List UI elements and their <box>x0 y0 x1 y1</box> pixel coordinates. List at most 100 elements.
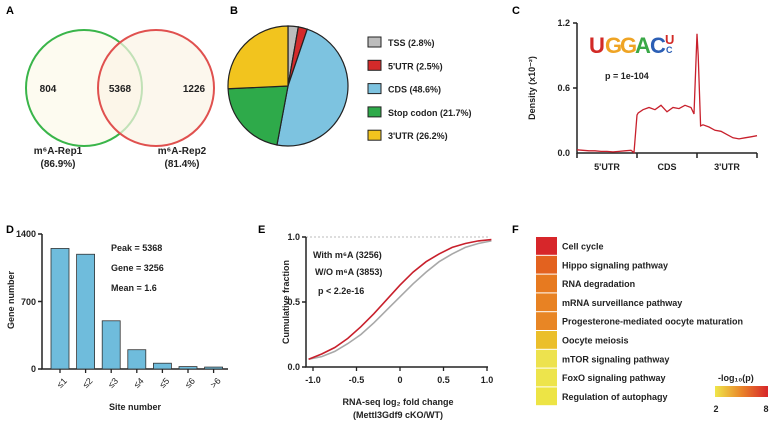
pathway-label: FoxO signaling pathway <box>562 373 666 383</box>
kegg-heatmap: Cell cycle Hippo signaling pathway RNA deg… <box>536 237 743 406</box>
legend-label: 5'UTR (2.5%) <box>388 61 443 71</box>
venn-overlap-count: 5368 <box>109 84 132 95</box>
density-ytick: 0.6 <box>557 83 570 93</box>
bar-xtick: ≤5 <box>157 376 171 390</box>
bar <box>127 349 147 370</box>
panel-label-d: D <box>6 224 14 236</box>
panel-label-f: F <box>512 224 519 236</box>
venn-circle-rep2 <box>97 29 215 147</box>
bar <box>50 248 70 370</box>
cdf-xlabel: RNA-seq log₂ fold change <box>342 397 453 407</box>
bar-annotation-peak: Peak = 5368 <box>111 243 162 253</box>
bar-yticks <box>38 233 42 370</box>
motif-pvalue: p = 1e-104 <box>605 71 649 81</box>
bars: ≤1 ≤2 ≤3 ≤4 ≤5 ≤6 >6 <box>50 248 224 390</box>
density-ylabel: Density (x10⁻²) <box>527 56 537 120</box>
bar-xtick: ≤1 <box>55 376 69 390</box>
bar-xtick: ≤3 <box>106 376 120 390</box>
venn-left-label: m⁶A-Rep1 <box>34 146 83 157</box>
pie-slice <box>227 85 289 146</box>
cdf-xtick: -0.5 <box>349 375 365 385</box>
pie-slice <box>227 25 289 90</box>
motif-letter-c: C <box>650 33 666 58</box>
motif-logo: U G G A C U C <box>589 32 674 58</box>
heatmap-cell <box>536 255 557 274</box>
bar <box>178 366 198 370</box>
heatmap-cell <box>536 293 557 312</box>
bar-xtick: ≤6 <box>183 376 197 390</box>
legend-swatch <box>367 129 382 141</box>
venn-right-label: m⁶A-Rep2 <box>158 146 207 157</box>
bar-xlabel: Site number <box>109 402 162 412</box>
panel-label-a: A <box>6 5 14 17</box>
pathway-label: RNA degradation <box>562 279 635 289</box>
cdf-chart: 1.0 0.5 0.0 -1.0 -0.5 0 0.5 1.0 With m⁶A (32… <box>281 232 493 420</box>
cdf-xtick: -1.0 <box>305 375 321 385</box>
cdf-ytick: 0.0 <box>287 362 300 372</box>
bar-xtick: >6 <box>208 376 222 390</box>
pie-chart <box>227 25 349 147</box>
legend-swatch <box>367 106 382 118</box>
pathway-label: Progesterone-mediated oocyte maturation <box>562 317 743 327</box>
region-label-5utr: 5'UTR <box>594 162 620 172</box>
density-chart: 1.2 0.6 0.0 5'UTR CDS 3'UTR Density (x10… <box>527 18 758 172</box>
bar-xtick: ≤4 <box>132 376 146 390</box>
bar-ytick: 700 <box>21 297 36 307</box>
density-line <box>576 33 758 154</box>
bar-xtick: ≤2 <box>80 376 94 390</box>
colorbar-gradient <box>715 386 768 397</box>
venn-left-pct: (86.9%) <box>40 159 75 170</box>
density-ytick: 1.2 <box>557 18 570 28</box>
density-ytick: 0.0 <box>557 148 570 158</box>
bar <box>204 366 224 370</box>
venn-diagram: 804 5368 1226 m⁶A-Rep1 (86.9%) m⁶A-Rep2 … <box>25 29 215 170</box>
bar-annotation-gene: Gene = 3256 <box>111 263 164 273</box>
pie-slice <box>276 28 349 147</box>
cdf-pvalue: p < 2.2e-16 <box>318 286 364 296</box>
heatmap-cell <box>536 331 557 349</box>
cdf-lines <box>308 238 492 360</box>
pathway-label: mTOR signaling pathway <box>562 354 669 364</box>
bar-ytick: 0 <box>31 364 36 374</box>
pie-legend: TSS (2.8%) 5'UTR (2.5%) CDS (48.6%) Stop co… <box>367 36 472 141</box>
legend-label: CDS (48.6%) <box>388 85 441 95</box>
panel-label-c: C <box>512 5 520 17</box>
heatmap-cell <box>536 387 557 406</box>
bar <box>101 320 121 370</box>
cdf-ylabel: Cumulative fraction <box>281 260 291 344</box>
pathway-label: Regulation of autophagy <box>562 392 668 402</box>
bar-ylabel: Gene number <box>6 270 16 329</box>
venn-left-count: 804 <box>40 84 57 95</box>
motif-letter-u: U <box>589 33 605 58</box>
heatmap-cell <box>536 237 557 255</box>
motif-letter-c: C <box>666 45 673 55</box>
panel-label-e: E <box>258 224 265 236</box>
bar-ytick: 1400 <box>16 229 36 239</box>
colorbar: -log₁₀(p) 2 8 <box>713 373 768 414</box>
bar-annotation-mean: Mean = 1.6 <box>111 283 157 293</box>
bar-axes <box>41 234 228 370</box>
cdf-ytick: 0.5 <box>287 297 300 307</box>
legend-label: Stop codon (21.7%) <box>388 108 472 118</box>
cdf-ytick: 1.0 <box>287 232 300 242</box>
pathway-label: mRNA surveillance pathway <box>562 298 682 308</box>
cdf-line-with-m6a <box>308 238 492 360</box>
pathway-label: Cell cycle <box>562 242 604 252</box>
bar <box>152 362 172 370</box>
colorbar-title: -log₁₀(p) <box>718 373 754 383</box>
heatmap-cell <box>536 312 557 330</box>
heatmap-cell <box>536 368 557 387</box>
bar <box>76 253 95 370</box>
motif-letter-u: U <box>665 32 674 47</box>
cdf-xlabel-2: (Mettl3Gdf9 cKO/WT) <box>353 410 443 420</box>
density-ticks <box>573 22 758 158</box>
cdf-xtick: 0 <box>397 375 402 385</box>
legend-swatch <box>367 59 382 71</box>
motif-letter-g: G <box>605 33 622 58</box>
cdf-legend-with: With m⁶A (3256) <box>313 250 382 260</box>
colorbar-max: 8 <box>763 404 768 414</box>
legend-swatch <box>367 36 382 48</box>
cdf-xtick: 0.5 <box>437 375 450 385</box>
